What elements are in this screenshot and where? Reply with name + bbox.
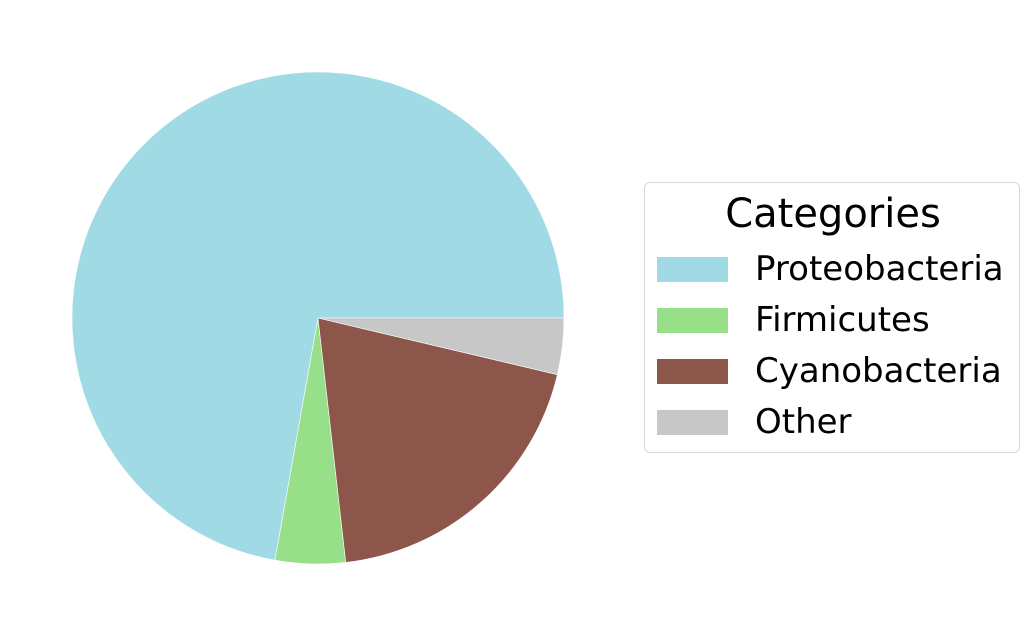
legend-label-proteobacteria: Proteobacteria (755, 249, 1004, 289)
legend-title: Categories (725, 191, 941, 237)
legend-entry-cyanobacteria: Cyanobacteria (657, 351, 1017, 391)
pie-slices (71, 71, 565, 565)
legend-swatch-firmicutes (657, 308, 728, 333)
legend-label-firmicutes: Firmicutes (755, 300, 930, 340)
pie-slice-cyanobacteria (317, 317, 558, 563)
pie-slice-other (317, 317, 565, 376)
legend: Categories Proteobacteria Firmicutes Cya… (644, 182, 1020, 453)
legend-entry-firmicutes: Firmicutes (657, 300, 1017, 340)
legend-label-other: Other (755, 402, 852, 442)
legend-swatch-cyanobacteria (657, 359, 728, 384)
pie-chart (71, 71, 565, 565)
legend-entry-other: Other (657, 402, 1017, 442)
legend-swatch-proteobacteria (657, 257, 728, 282)
legend-label-cyanobacteria: Cyanobacteria (755, 351, 1002, 391)
legend-entry-proteobacteria: Proteobacteria (657, 249, 1017, 289)
pie-slice-proteobacteria (71, 71, 565, 561)
legend-swatch-other (657, 410, 728, 435)
